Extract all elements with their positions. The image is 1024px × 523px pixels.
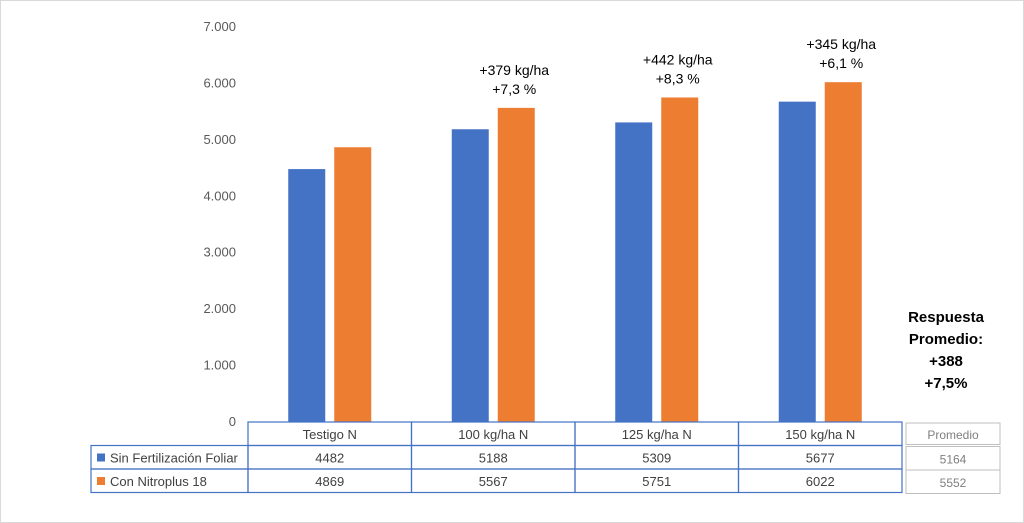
data-value-label: 5309 bbox=[642, 451, 671, 466]
data-value-label: 4482 bbox=[315, 451, 344, 466]
category-label: 100 kg/ha N bbox=[458, 427, 528, 442]
legend-swatch bbox=[97, 453, 105, 462]
summary-line: Promedio: bbox=[909, 331, 983, 348]
legend-label: Con Nitroplus 18 bbox=[110, 474, 207, 489]
legend-swatch bbox=[97, 477, 105, 485]
summary-line: +7,5% bbox=[925, 375, 968, 392]
y-tick-label: 5.000 bbox=[203, 132, 236, 147]
data-value-label: 5677 bbox=[806, 451, 835, 466]
annotation-label: +7,3 % bbox=[492, 81, 536, 97]
average-header-cell bbox=[905, 422, 1001, 445]
category-label: 150 kg/ha N bbox=[785, 427, 855, 442]
summary-text: Respuesta Promedio: +388 +7,5% bbox=[908, 309, 985, 392]
data-value-label: 5188 bbox=[479, 451, 508, 466]
bar bbox=[661, 97, 699, 423]
data-value-label: 5567 bbox=[479, 474, 508, 489]
y-axis-tick-labels: 0 1.000 2.000 3.000 4.000 5.000 6.000 7.000 bbox=[203, 19, 236, 429]
data-value-label: 4869 bbox=[315, 474, 344, 489]
bar bbox=[288, 169, 326, 422]
bar bbox=[497, 107, 535, 422]
category-label: Testigo N bbox=[303, 427, 357, 442]
table-value-cell bbox=[737, 468, 903, 494]
legend-label: Sin Fertilización Foliar bbox=[110, 451, 239, 466]
y-tick-label: 1.000 bbox=[203, 358, 236, 373]
y-tick-label: 0 bbox=[229, 414, 236, 429]
average-value-label: 5552 bbox=[940, 476, 967, 490]
summary-line: +388 bbox=[929, 353, 963, 370]
summary-line: Respuesta bbox=[908, 309, 985, 326]
annotation-label: +6,1 % bbox=[819, 55, 863, 71]
annotation-label: +442 kg/ha bbox=[643, 51, 713, 67]
bar bbox=[334, 147, 372, 423]
average-value-label: 5164 bbox=[940, 453, 967, 467]
bar bbox=[824, 82, 862, 423]
y-tick-label: 6.000 bbox=[203, 75, 236, 90]
category-label: 125 kg/ha N bbox=[622, 427, 692, 442]
y-tick-label: 3.000 bbox=[203, 245, 236, 260]
data-table: Testigo N 100 kg/ha N 125 kg/ha N 150 kg/ha… bbox=[90, 421, 1001, 494]
data-value-label: 5751 bbox=[642, 474, 671, 489]
y-tick-label: 4.000 bbox=[203, 188, 236, 203]
y-tick-label: 2.000 bbox=[203, 301, 236, 316]
annotation-label: +379 kg/ha bbox=[479, 62, 549, 78]
bar bbox=[451, 129, 489, 422]
annotation-label: +345 kg/ha bbox=[806, 36, 876, 52]
average-header-label: Promedio bbox=[927, 428, 979, 442]
bar bbox=[615, 122, 653, 422]
bar bbox=[778, 101, 816, 422]
bars bbox=[288, 82, 862, 423]
y-tick-label: 7.000 bbox=[203, 19, 236, 34]
annotation-label: +8,3 % bbox=[656, 70, 700, 86]
data-value-label: 6022 bbox=[806, 474, 835, 489]
average-value-cell bbox=[905, 469, 1001, 494]
